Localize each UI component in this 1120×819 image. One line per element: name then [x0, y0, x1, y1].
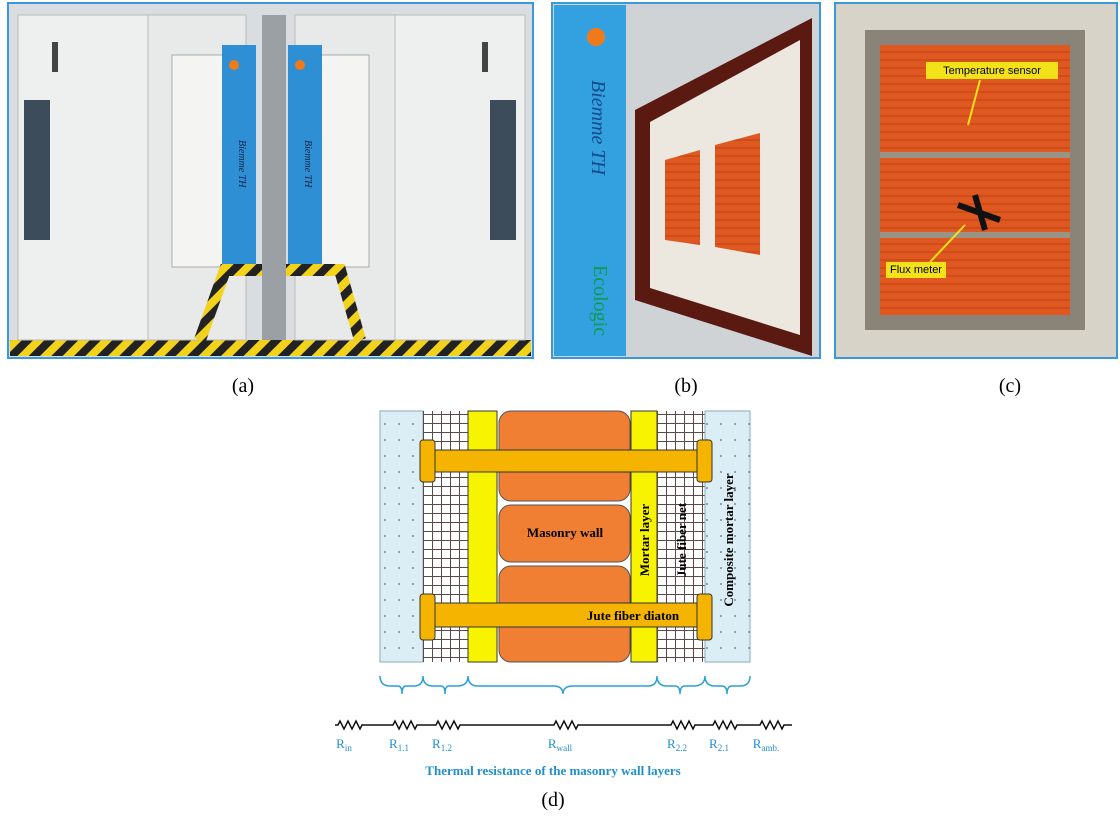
layer-label: Mortar layer [637, 504, 652, 577]
figure: Biemme TH Biemme TH Biemme TH Ecologic T… [0, 0, 1120, 819]
panel-label: (d) [541, 789, 564, 811]
layer-label: Masonry wall [527, 525, 604, 540]
composite-layer [380, 411, 423, 662]
wall-diagram: Masonry wall Jute fiber diaton Mortar la… [335, 411, 792, 778]
photo-b: Biemme TH Ecologic [552, 3, 820, 358]
panel-label: (c) [999, 375, 1021, 397]
panel-text: Biemme TH [302, 140, 313, 188]
diaton [430, 450, 702, 472]
layer-label: Jute fiber diaton [587, 608, 680, 623]
panel-text: Biemme TH [587, 80, 609, 177]
panel-text: Biemme TH [236, 140, 247, 188]
photo-c: Temperature sensor Flux meter [835, 3, 1117, 358]
resistor-network [335, 721, 792, 729]
resistance-label: Rin [336, 736, 352, 753]
layer-label: Jute fiber net [674, 502, 689, 577]
annotation: Flux meter [890, 264, 942, 276]
photo-a: Biemme TH Biemme TH [8, 3, 533, 358]
resistance-label: Ramb. [753, 736, 779, 753]
layer-label: Composite mortar layer [721, 473, 736, 607]
diagram-caption: Thermal resistance of the masonry wall l… [425, 763, 680, 778]
resistance-label: R1.2 [432, 736, 452, 753]
panel-text: Ecologic [589, 265, 611, 336]
resistance-label: R2.1 [709, 736, 729, 753]
resistance-label: R2.2 [667, 736, 687, 753]
resistance-label: R1.1 [389, 736, 409, 753]
annotation: Temperature sensor [943, 65, 1041, 77]
panel-label: (b) [674, 375, 697, 397]
resistance-label: Rwall [548, 736, 573, 753]
panel-label: (a) [232, 375, 254, 397]
